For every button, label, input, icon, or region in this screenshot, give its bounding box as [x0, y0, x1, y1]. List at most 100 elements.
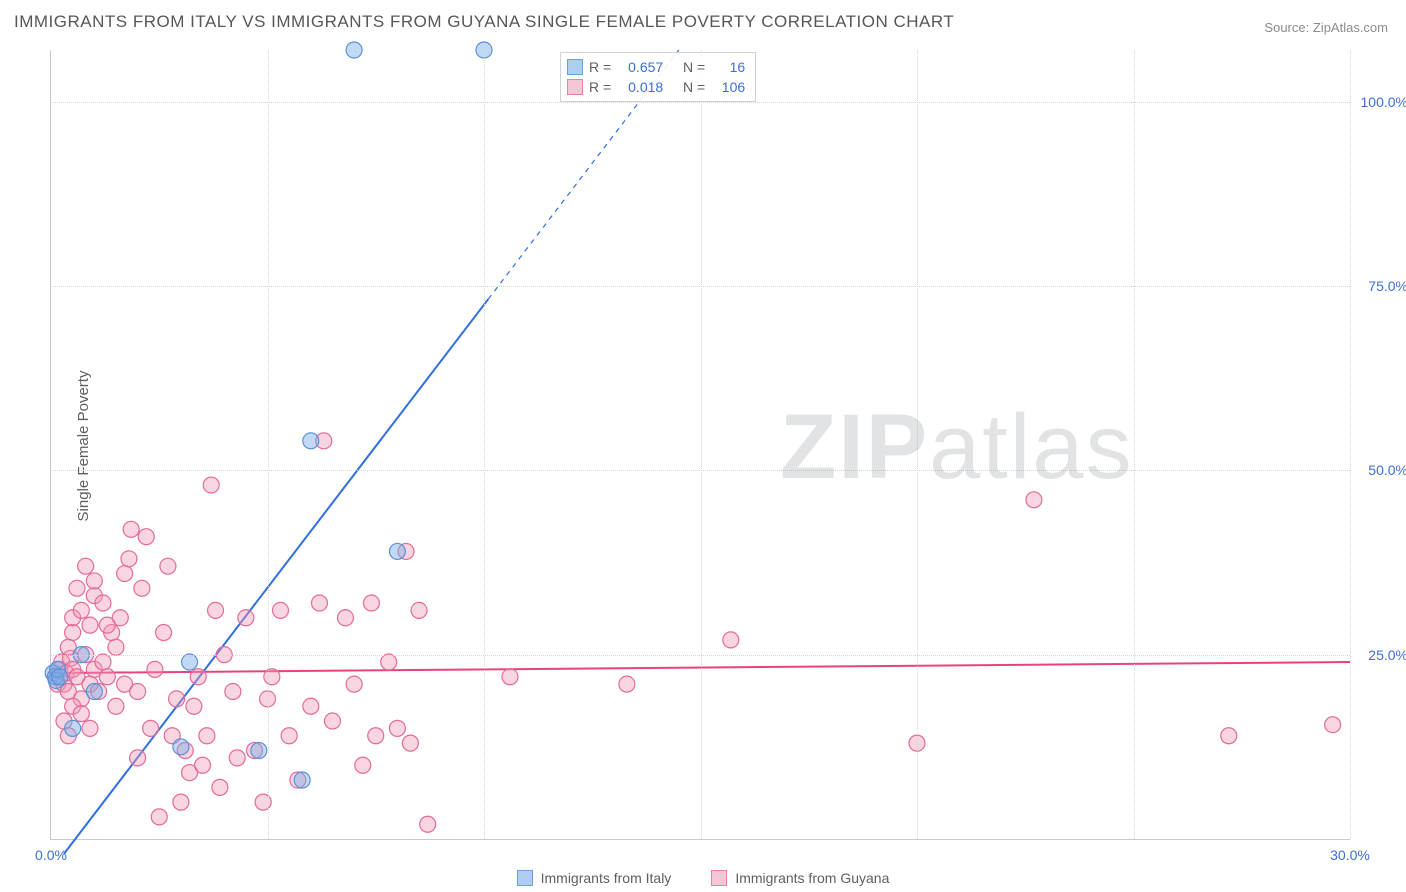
data-point-guyana	[199, 728, 215, 744]
data-point-guyana	[82, 720, 98, 736]
data-point-italy	[86, 684, 102, 700]
data-point-guyana	[255, 794, 271, 810]
legend-swatch-italy	[517, 870, 533, 886]
data-point-guyana	[78, 558, 94, 574]
x-tick-label: 0.0%	[35, 847, 67, 863]
data-point-guyana	[619, 676, 635, 692]
y-tick-label: 100.0%	[1356, 94, 1406, 110]
legend-swatch-guyana	[711, 870, 727, 886]
data-point-guyana	[95, 654, 111, 670]
gridline-vertical	[701, 50, 702, 839]
data-point-italy	[251, 743, 267, 759]
data-point-guyana	[65, 625, 81, 641]
legend-item-italy: Immigrants from Italy	[517, 870, 672, 886]
stats-row-guyana: R = 0.018 N = 106	[567, 77, 745, 97]
data-point-guyana	[99, 669, 115, 685]
data-point-guyana	[389, 720, 405, 736]
data-point-guyana	[420, 816, 436, 832]
data-point-guyana	[381, 654, 397, 670]
data-point-guyana	[86, 573, 102, 589]
data-point-italy	[182, 654, 198, 670]
data-point-guyana	[229, 750, 245, 766]
data-point-guyana	[1325, 717, 1341, 733]
data-point-italy	[294, 772, 310, 788]
data-point-guyana	[264, 669, 280, 685]
data-point-italy	[173, 739, 189, 755]
data-point-guyana	[156, 625, 172, 641]
data-point-guyana	[502, 669, 518, 685]
swatch-italy	[567, 59, 583, 75]
data-point-guyana	[212, 779, 228, 795]
y-tick-label: 25.0%	[1356, 647, 1406, 663]
data-point-guyana	[108, 698, 124, 714]
data-point-guyana	[69, 580, 85, 596]
x-tick-label: 30.0%	[1330, 847, 1370, 863]
chart-title: IMMIGRANTS FROM ITALY VS IMMIGRANTS FROM…	[14, 12, 954, 32]
data-point-guyana	[303, 698, 319, 714]
stat-N-label: N =	[683, 57, 705, 77]
data-point-italy	[346, 42, 362, 58]
data-point-guyana	[173, 794, 189, 810]
stat-N-value: 16	[711, 57, 745, 77]
data-point-italy	[303, 433, 319, 449]
data-point-guyana	[402, 735, 418, 751]
data-point-guyana	[134, 580, 150, 596]
legend-item-guyana: Immigrants from Guyana	[711, 870, 889, 886]
data-point-guyana	[363, 595, 379, 611]
stat-R-label: R =	[589, 77, 611, 97]
data-point-guyana	[411, 602, 427, 618]
source-attribution: Source: ZipAtlas.com	[1264, 20, 1388, 35]
data-point-guyana	[99, 617, 115, 633]
data-point-guyana	[1221, 728, 1237, 744]
gridline-vertical	[1350, 50, 1351, 839]
legend-label: Immigrants from Italy	[541, 870, 672, 886]
data-point-guyana	[1026, 492, 1042, 508]
data-point-guyana	[272, 602, 288, 618]
gridline-vertical	[484, 50, 485, 839]
stat-N-label: N =	[683, 77, 705, 97]
data-point-guyana	[73, 706, 89, 722]
correlation-stats-box: R = 0.657 N = 16 R = 0.018 N = 106	[560, 52, 756, 102]
data-point-guyana	[73, 602, 89, 618]
data-point-guyana	[130, 750, 146, 766]
data-point-guyana	[195, 757, 211, 773]
data-point-guyana	[82, 617, 98, 633]
data-point-guyana	[130, 684, 146, 700]
y-tick-label: 75.0%	[1356, 278, 1406, 294]
stats-row-italy: R = 0.657 N = 16	[567, 57, 745, 77]
data-point-guyana	[108, 639, 124, 655]
bottom-legend: Immigrants from Italy Immigrants from Guy…	[0, 870, 1406, 886]
gridline-vertical	[1134, 50, 1135, 839]
legend-label: Immigrants from Guyana	[735, 870, 889, 886]
stat-R-value: 0.018	[617, 77, 663, 97]
data-point-guyana	[121, 551, 137, 567]
data-point-guyana	[346, 676, 362, 692]
data-point-guyana	[147, 661, 163, 677]
data-point-guyana	[225, 684, 241, 700]
stat-R-value: 0.657	[617, 57, 663, 77]
data-point-italy	[52, 669, 68, 685]
gridline-vertical	[917, 50, 918, 839]
source-link[interactable]: ZipAtlas.com	[1313, 20, 1388, 35]
gridline-vertical	[268, 50, 269, 839]
data-point-guyana	[355, 757, 371, 773]
data-point-guyana	[160, 558, 176, 574]
data-point-italy	[65, 720, 81, 736]
y-tick-label: 50.0%	[1356, 462, 1406, 478]
data-point-guyana	[190, 669, 206, 685]
data-point-guyana	[123, 521, 139, 537]
data-point-guyana	[169, 691, 185, 707]
data-point-guyana	[203, 477, 219, 493]
data-point-guyana	[117, 566, 133, 582]
swatch-guyana	[567, 79, 583, 95]
stat-R-label: R =	[589, 57, 611, 77]
data-point-guyana	[281, 728, 297, 744]
plot-area: 25.0%50.0%75.0%100.0%0.0%30.0%	[50, 50, 1350, 840]
data-point-guyana	[311, 595, 327, 611]
data-point-guyana	[186, 698, 202, 714]
data-point-guyana	[95, 595, 111, 611]
data-point-guyana	[723, 632, 739, 648]
data-point-italy	[389, 543, 405, 559]
stat-N-value: 106	[711, 77, 745, 97]
data-point-guyana	[151, 809, 167, 825]
